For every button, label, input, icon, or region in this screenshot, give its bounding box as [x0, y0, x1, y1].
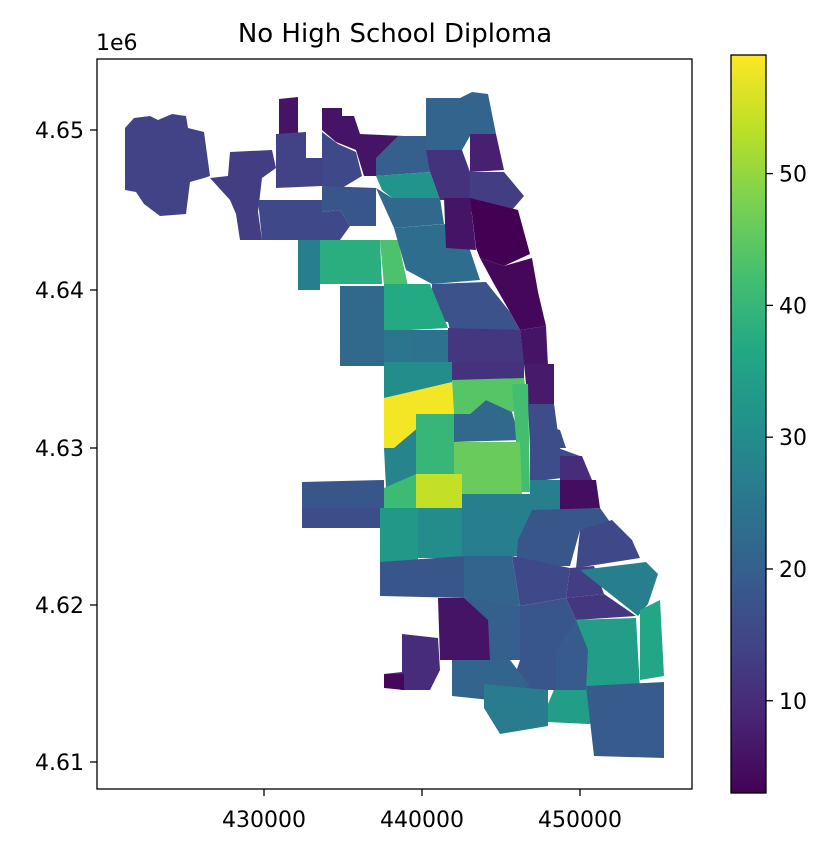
region-rogers-park — [426, 92, 496, 150]
x-tick-label: 450000 — [538, 808, 622, 833]
region-dunning — [258, 200, 350, 240]
region-portage-park — [322, 186, 376, 226]
region-west-lawn — [380, 508, 418, 562]
region-gage-park — [416, 474, 462, 508]
region-edison-park — [279, 97, 298, 136]
region-belmont-cragin — [320, 240, 382, 284]
region-jefferson-park — [276, 132, 322, 188]
region-loop — [524, 364, 554, 404]
y-tick-label: 4.63 — [35, 437, 84, 462]
x-tick-label: 440000 — [380, 808, 464, 833]
region-chicago-lawn — [418, 508, 462, 558]
region-near-north — [520, 326, 548, 366]
region-north-lawndale — [384, 362, 452, 398]
region-auburn-gresham — [464, 556, 520, 606]
colorbar-tick-label: 50 — [779, 163, 807, 188]
region-south-chicago — [580, 562, 658, 616]
region-hermosa — [380, 240, 408, 286]
region-hegewisch — [586, 682, 664, 758]
region-lower-west-side — [452, 378, 528, 414]
region-bridgeport — [454, 400, 520, 442]
colorbar-tick-label: 20 — [779, 558, 807, 583]
region-east-garfield — [410, 330, 448, 362]
region-mount-greenwood — [384, 674, 404, 690]
region-ohare — [125, 114, 210, 216]
region-calumet-heights — [566, 594, 636, 620]
region-irving-park — [376, 188, 444, 228]
region-pullman — [556, 620, 588, 690]
region-lake-view — [470, 198, 530, 266]
region-hyde-park — [558, 480, 600, 510]
region-austin — [340, 286, 384, 366]
region-east-side — [640, 600, 664, 680]
region-chatham — [512, 556, 570, 606]
x-tick-label: 430000 — [222, 808, 306, 833]
region-lincoln-square — [426, 150, 470, 200]
region-west-elsdon — [384, 474, 416, 508]
region-humboldt-park — [384, 284, 448, 330]
region-near-west — [448, 362, 524, 380]
region-lincoln-park — [480, 258, 546, 330]
region-clearing — [302, 508, 386, 528]
region-edgewater — [470, 134, 504, 172]
region-north-park — [322, 132, 362, 188]
region-logan-square — [432, 282, 520, 330]
region-douglas — [530, 446, 562, 482]
colorbar-axis: 10 20 30 40 50 — [766, 163, 807, 715]
axes-frame — [96, 58, 693, 790]
colorbar-tick-label: 40 — [779, 294, 807, 319]
region-washington-park — [530, 480, 560, 514]
y-tick-label: 4.64 — [35, 279, 84, 304]
region-south-shore — [576, 520, 640, 568]
y-tick-label: 4.65 — [35, 119, 84, 144]
region-montclare — [298, 240, 320, 290]
region-ashburn — [380, 556, 464, 598]
y-tick-label: 4.61 — [35, 751, 84, 776]
y-tick-label: 4.62 — [35, 594, 84, 619]
region-washington-heights — [464, 598, 520, 660]
region-riverdale — [484, 684, 548, 734]
region-woodlawn — [516, 508, 610, 566]
region-oakland — [540, 424, 566, 448]
colorbar-tick-label: 10 — [779, 690, 807, 715]
colorbar-frame — [730, 54, 767, 794]
region-archer-heights — [416, 414, 454, 474]
region-layer — [125, 92, 664, 758]
region-west-ridge — [376, 136, 430, 176]
y-offset-label: 1e6 — [96, 31, 138, 56]
map-title: No High School Diploma — [238, 19, 552, 49]
colorbar — [731, 55, 766, 793]
y-axis: 4.65 4.64 4.63 4.62 4.61 — [35, 119, 97, 776]
region-albany-park — [376, 172, 440, 200]
x-axis: 430000 440000 450000 — [222, 789, 622, 833]
region-west-englewood — [462, 494, 496, 556]
region-beverly — [438, 598, 490, 660]
colorbar-tick-label: 30 — [779, 426, 807, 451]
region-west-garfield — [384, 330, 410, 362]
region-north-center — [444, 198, 476, 250]
region-norwood-park — [210, 150, 276, 240]
region-new-city — [454, 442, 522, 494]
region-kenwood — [560, 456, 592, 480]
region-mckinley-park — [384, 426, 420, 488]
